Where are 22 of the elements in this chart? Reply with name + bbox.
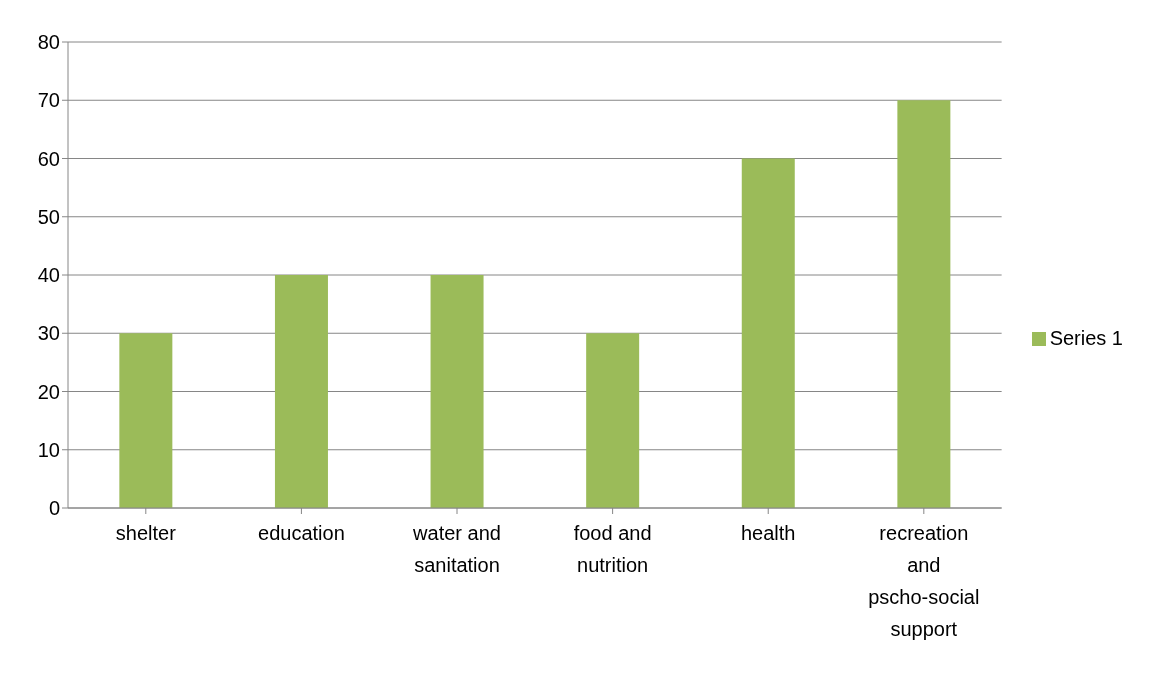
x-tick-label: shelter — [115, 522, 177, 544]
x-tick-label: education — [258, 522, 345, 544]
y-tick-label: 60 — [37, 147, 60, 170]
bar — [586, 333, 640, 508]
bar — [897, 100, 951, 508]
legend-label: Series 1 — [1049, 326, 1123, 349]
y-tick-label: 50 — [37, 205, 60, 228]
bar — [741, 158, 795, 508]
bar — [119, 333, 173, 508]
x-tick-label: food and nutrition — [573, 522, 652, 576]
bar — [430, 275, 484, 508]
y-tick-label: 0 — [48, 497, 60, 520]
y-tick-label: 20 — [37, 380, 60, 403]
bar — [274, 275, 328, 508]
x-tick-label: water and sanitation — [412, 522, 501, 576]
x-tick-label: recreation and pscho-social support — [868, 522, 980, 640]
y-tick-label: 80 — [37, 31, 60, 54]
y-tick-label: 10 — [37, 438, 60, 461]
y-tick-label: 30 — [37, 322, 60, 345]
y-tick-label: 70 — [37, 89, 60, 112]
x-tick-label: health — [740, 522, 796, 544]
y-tick-label: 40 — [37, 264, 60, 287]
